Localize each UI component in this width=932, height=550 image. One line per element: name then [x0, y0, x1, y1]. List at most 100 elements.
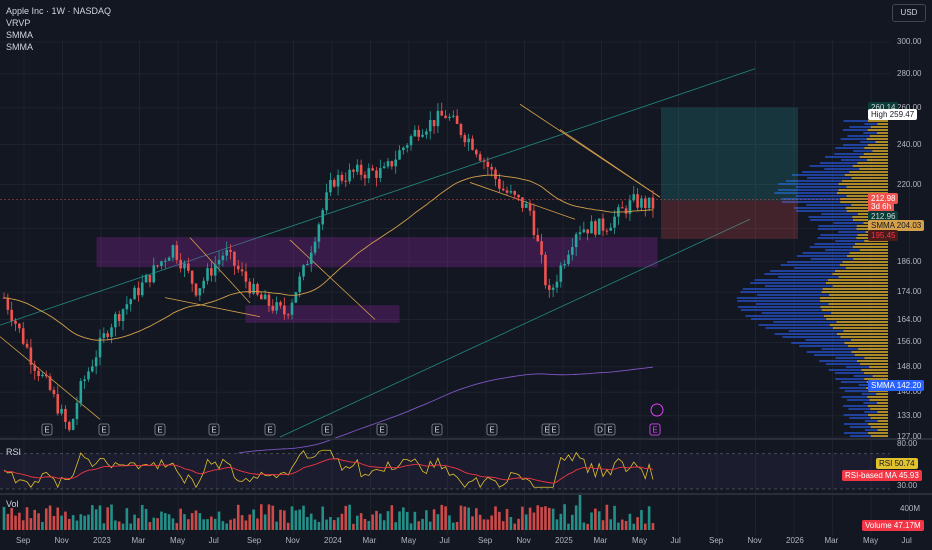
earnings-marker-label: E	[44, 426, 49, 435]
time-tick: Nov	[54, 536, 69, 545]
volume-bar	[10, 508, 13, 530]
earnings-marker	[208, 423, 220, 436]
price-tick: 260.00	[897, 102, 922, 112]
volume-bar	[628, 513, 632, 530]
volume-profile-bar	[849, 126, 871, 128]
candle-body	[313, 241, 317, 253]
indicator-smma-1[interactable]: SMMA	[6, 30, 33, 40]
candle-body	[486, 161, 490, 167]
volume-profile-bar	[868, 423, 888, 425]
volume-bar	[336, 517, 340, 530]
volume-profile-bar	[866, 159, 888, 161]
volume-bar	[344, 505, 348, 530]
volume-profile-bar	[836, 321, 888, 323]
volume-bar	[167, 514, 171, 530]
volume-profile-bar	[814, 354, 855, 356]
volume-bar	[198, 513, 202, 530]
rsi-value: 50.74	[894, 459, 915, 468]
volume-profile-bar	[870, 426, 888, 428]
candle-body	[133, 287, 136, 300]
price-tick: 300.00	[897, 37, 922, 46]
volume-bar	[574, 505, 578, 530]
volume-profile-bar	[802, 171, 850, 173]
volume-profile-bar	[836, 333, 888, 335]
volume-bar	[379, 513, 382, 530]
price-tag: 3d 6h	[868, 201, 895, 213]
candle-body	[413, 129, 417, 137]
indicator-smma-2[interactable]: SMMA	[6, 42, 33, 52]
indicator-vrvp[interactable]: VRVP	[6, 18, 31, 28]
volume-bar	[225, 523, 229, 530]
volume-profile-bar	[853, 150, 873, 152]
volume-profile-bar	[778, 276, 839, 278]
volume-profile-bar	[810, 258, 854, 260]
volume-bar	[398, 511, 401, 530]
volume-bar	[643, 523, 647, 530]
symbol-title[interactable]: Apple Inc · 1W · NASDAQ	[6, 6, 112, 16]
volume-profile-bar	[846, 186, 888, 188]
volume-bar	[48, 505, 52, 530]
volume-profile-bar	[868, 390, 888, 392]
price-tick: 174.00	[897, 287, 922, 297]
currency-button[interactable]: USD	[892, 4, 926, 22]
volume-bar	[640, 510, 643, 530]
volume-bar	[306, 517, 309, 530]
candle-body	[183, 263, 186, 269]
volume-bar	[578, 492, 582, 530]
volume-bar	[37, 513, 40, 530]
volume-title[interactable]: Vol	[6, 499, 19, 509]
candle-body	[425, 131, 428, 135]
volume-profile-bar	[843, 414, 869, 416]
candle-body	[628, 200, 632, 214]
rsi-tick-30: 30.00	[897, 481, 918, 490]
volume-bar	[117, 521, 121, 530]
time-tick: Nov	[285, 536, 300, 545]
volume-profile-bar	[834, 372, 865, 374]
volume-profile-bar	[820, 306, 888, 308]
candle-body	[179, 259, 182, 269]
volume-profile-bar	[857, 360, 888, 362]
volume-profile-bar	[867, 396, 888, 398]
volume-profile-bar	[764, 273, 833, 275]
volume-bar	[248, 514, 252, 530]
candle-body	[67, 421, 71, 430]
volume-profile-bar	[773, 321, 837, 323]
volume-profile-bar	[867, 120, 888, 122]
volume-profile-bar	[849, 171, 888, 173]
pane-separator-rsi[interactable]	[0, 438, 932, 440]
volume-bar	[171, 518, 175, 530]
volume-profile-bar	[864, 147, 888, 149]
volume-profile-bar	[838, 183, 888, 185]
volume-bar	[133, 514, 136, 530]
rsi-title[interactable]: RSI	[6, 447, 22, 457]
volume-bar	[459, 505, 463, 530]
time-tick: 2026	[786, 536, 804, 545]
candle-body	[536, 235, 540, 242]
candle-body	[152, 265, 156, 283]
earnings-marker	[98, 423, 110, 436]
volume-bar	[71, 515, 75, 530]
volume-bar	[213, 518, 217, 530]
earnings-marker	[486, 423, 498, 436]
volume-bar	[409, 523, 413, 530]
candle-body	[647, 197, 651, 209]
volume-profile-bar	[842, 129, 868, 131]
volume-bar	[620, 519, 624, 530]
volume-bar	[106, 507, 109, 530]
pane-separator-volume[interactable]	[0, 493, 932, 495]
volume-profile-bar	[864, 357, 888, 359]
volume-profile-bar	[872, 375, 888, 377]
candle-body	[252, 283, 255, 294]
candle-body	[325, 192, 328, 211]
candle-body	[221, 255, 225, 260]
volume-bar	[432, 509, 436, 530]
volume-profile-bar	[781, 198, 841, 200]
volume-bar	[25, 507, 29, 530]
volume-profile-bar	[755, 303, 829, 305]
price-tag: 212.98	[868, 192, 899, 204]
volume-profile-bar	[840, 336, 888, 338]
volume-bar	[179, 508, 182, 530]
candle-body	[79, 381, 83, 403]
